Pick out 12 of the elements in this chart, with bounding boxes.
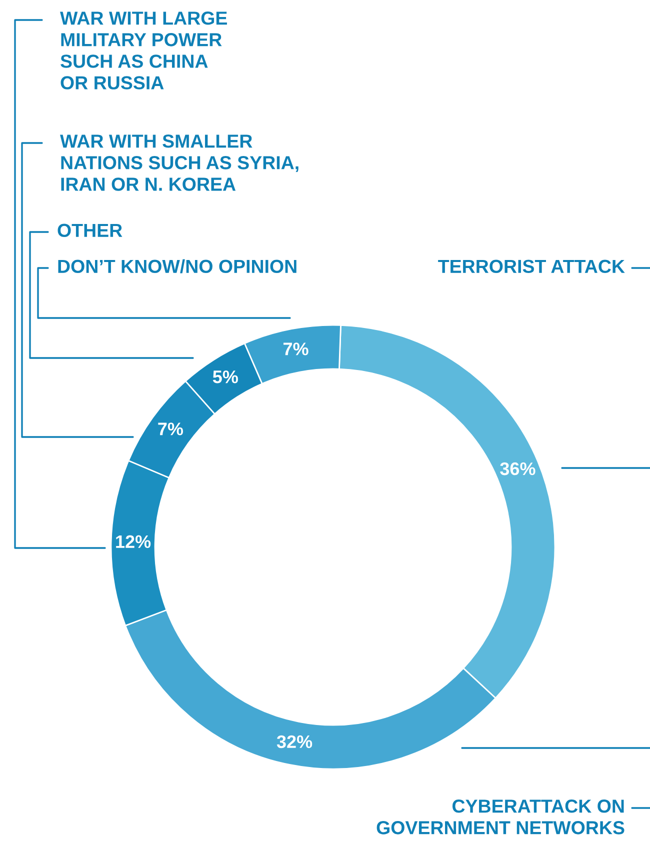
slice-label: CYBERATTACK ON GOVERNMENT NETWORKS: [376, 799, 624, 834]
slice-label: DON’T KNOW/NO OPINION: [58, 259, 296, 274]
data-label: 5%: [212, 370, 238, 384]
slice-label: WAR WITH LARGE MILITARY POWER SUCH AS CHINA OR RUSSIA: [60, 11, 227, 90]
slice-label: TERRORIST ATTACK: [438, 260, 625, 274]
data-label: 36%: [500, 462, 536, 476]
data-label: 12%: [116, 535, 151, 548]
data-label: 7%: [158, 422, 184, 436]
data-label: 32%: [276, 735, 312, 748]
slice-label: OTHER: [58, 224, 122, 238]
data-label: 7%: [284, 342, 308, 356]
slice-label: WAR WITH SMALLER NATIONS SUCH AS SYRIA, IRAN OR N. KOREA: [60, 134, 298, 191]
